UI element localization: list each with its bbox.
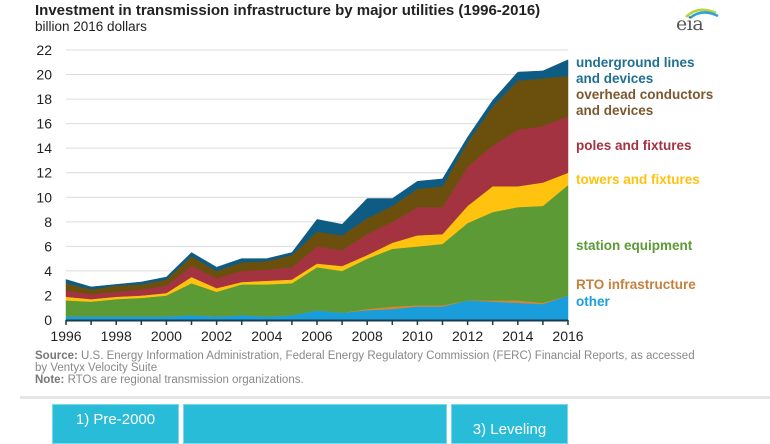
source-note: Source: U.S. Energy Information Administ…	[35, 350, 695, 386]
y-tick-label: 10	[36, 189, 52, 205]
y-tick-label: 4	[44, 263, 52, 279]
x-tick-label: 2016	[552, 328, 583, 344]
note-label: Note:	[35, 374, 65, 386]
legend-label: and devices	[576, 103, 653, 118]
x-tick-label: 1998	[101, 328, 132, 344]
legend-label: towers and fixtures	[576, 172, 700, 187]
tab-pre-2000[interactable]: 1) Pre-2000	[52, 404, 179, 444]
chart-title: Investment in transmission infrastructur…	[35, 2, 541, 19]
y-tick-label: 6	[44, 238, 52, 254]
y-tick-label: 20	[36, 67, 52, 83]
legend-label: and devices	[576, 71, 653, 86]
legend: other RTO infrastructure station equipment…	[576, 55, 713, 309]
logo-swoosh-icon	[685, 8, 719, 19]
x-tick-label: 2014	[502, 328, 533, 344]
x-tick-label: 2010	[402, 328, 433, 344]
divider	[20, 396, 770, 399]
x-tick-label: 2012	[452, 328, 483, 344]
x-axis: 1996 1998 2000 2002 2004 2006 2008 2010 2012 2014…	[50, 319, 584, 344]
y-tick-label: 16	[36, 116, 52, 132]
legend-label: station equipment	[576, 238, 693, 253]
x-tick-label: 2006	[301, 328, 332, 344]
area-series	[65, 59, 569, 321]
x-tick-label: 2008	[352, 328, 383, 344]
y-tick-label: 8	[44, 214, 52, 230]
note-text: RTOs are regional transmission organizat…	[64, 374, 304, 386]
y-tick-label: 22	[36, 42, 52, 58]
x-tick-label: 2000	[151, 328, 182, 344]
stacked-area-chart: 0 2 4 6 8 10 12 14 16 18 20 22 1996 1998 2000 2002 2004…	[36, 42, 713, 344]
tab-period-2[interactable]	[183, 404, 447, 444]
y-tick-label: 18	[36, 91, 52, 107]
legend-label: underground lines	[576, 55, 695, 70]
y-tick-label: 2	[44, 287, 52, 303]
tab-label: 1) Pre-2000	[75, 411, 156, 428]
area-underground-lines-and-devices	[65, 59, 569, 290]
legend-label: overhead conductors	[576, 87, 713, 102]
y-axis-ticks: 0 2 4 6 8 10 12 14 16 18 20 22	[36, 42, 52, 328]
tab-leveling[interactable]: 3) Leveling	[451, 404, 568, 444]
source-text: U.S. Energy Information Administration, …	[35, 350, 695, 374]
tab-label: 3) Leveling	[472, 421, 547, 438]
legend-label: poles and fixtures	[576, 138, 692, 153]
y-tick-label: 14	[36, 140, 52, 156]
x-tick-label: 1996	[50, 328, 81, 344]
x-tick-label: 2002	[201, 328, 232, 344]
x-tick-label: 2004	[251, 328, 282, 344]
legend-label: RTO infrastructure	[576, 277, 696, 292]
eia-logo[interactable]: eia	[676, 5, 719, 35]
y-tick-label: 0	[44, 312, 52, 328]
y-tick-label: 12	[36, 165, 52, 181]
y-axis-unit-label: billion 2016 dollars	[35, 19, 147, 34]
source-label: Source:	[35, 350, 78, 362]
logo-text: eia	[676, 13, 704, 35]
legend-label: other	[576, 294, 610, 309]
